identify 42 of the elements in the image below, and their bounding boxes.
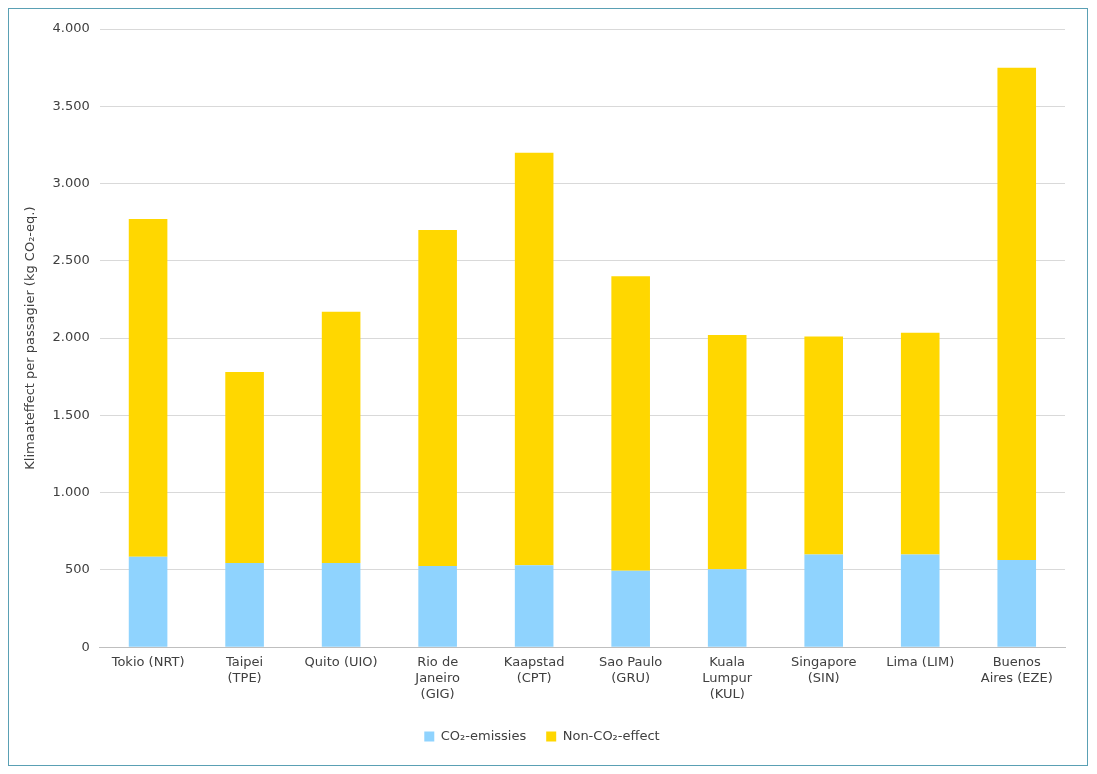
- y-tick-label: 2.500: [52, 252, 90, 268]
- x-tick-label: Kuala Lumpur (KUL): [702, 654, 753, 701]
- x-tick-label: Quito (UIO): [304, 654, 378, 670]
- bar: [321, 311, 361, 563]
- bar: [997, 559, 1037, 647]
- x-tick-label: Singapore (SIN): [790, 654, 857, 685]
- bar: [611, 570, 650, 647]
- x-tick-label: Sao Paulo (GRU): [599, 654, 663, 685]
- y-tick-label: 4.000: [52, 20, 90, 36]
- y-tick-label: 2.000: [52, 329, 90, 345]
- x-tick-label: Tokio (NRT): [110, 654, 185, 670]
- bar: [707, 335, 747, 570]
- y-tick-label: 500: [64, 561, 90, 577]
- x-tick-label: Taipei (TPE): [224, 654, 264, 685]
- x-tick-label: Kaapstad (CPT): [503, 654, 565, 685]
- bar: [514, 565, 554, 647]
- bar: [418, 566, 457, 647]
- y-tick-label: 1.500: [52, 406, 90, 422]
- bar: [900, 332, 940, 555]
- y-tick-label: 3.500: [52, 97, 90, 113]
- bar: [611, 276, 650, 571]
- legend-label: Non-CO₂-effect: [562, 727, 660, 743]
- bar: [804, 554, 844, 647]
- legend-label: CO₂-emissies: [440, 727, 527, 743]
- bar: [321, 562, 361, 647]
- bar: [128, 219, 168, 557]
- y-tick-label: 1.000: [52, 484, 90, 500]
- bar: [418, 229, 457, 567]
- bar: [514, 152, 554, 566]
- x-tick-label: Buenos Aires (EZE): [980, 654, 1053, 685]
- bar: [225, 562, 264, 647]
- bar: [804, 336, 844, 555]
- bar: [128, 556, 168, 647]
- x-tick-label: Rio de Janeiro (GIG): [414, 654, 460, 701]
- bar: [707, 569, 747, 647]
- y-tick-label: 3.000: [52, 174, 90, 190]
- y-tick-label: 0: [81, 638, 90, 654]
- bar: [900, 554, 940, 647]
- bar: [997, 67, 1037, 560]
- bar: [225, 372, 264, 563]
- x-tick-label: Lima (LIM): [886, 654, 955, 670]
- y-axis-title: Klimaateffect per passagier (kg CO₂-eq.): [22, 206, 38, 470]
